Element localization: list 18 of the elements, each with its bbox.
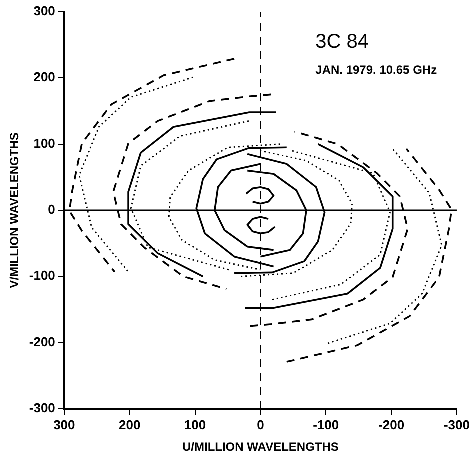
- y-tick-label: 200: [34, 70, 56, 85]
- y-tick-label: -100: [29, 268, 56, 284]
- y-tick-label: -300: [29, 400, 56, 416]
- x-tick-label: 0: [257, 417, 264, 432]
- text: 3C 84: [316, 31, 370, 53]
- x-tick-label: -100: [313, 417, 340, 432]
- y-tick-label: 300: [34, 4, 56, 19]
- x-tick-label: 200: [118, 417, 141, 432]
- x-tick-label: -300: [444, 417, 470, 432]
- y-tick-label: 100: [34, 136, 56, 151]
- x-axis-title: U/MILLION WAVELENGTHS: [182, 440, 339, 454]
- y-tick-label: 0: [48, 202, 56, 218]
- x-tick-label: 300: [54, 417, 76, 432]
- text: JAN. 1979. 10.65 GHz: [316, 63, 438, 77]
- x-tick-label: -200: [378, 417, 405, 432]
- y-tick-label: -200: [29, 334, 56, 350]
- x-tick-label: 100: [184, 417, 206, 432]
- y-axis-title: V/MILLION WAVELENGTHS: [8, 132, 22, 288]
